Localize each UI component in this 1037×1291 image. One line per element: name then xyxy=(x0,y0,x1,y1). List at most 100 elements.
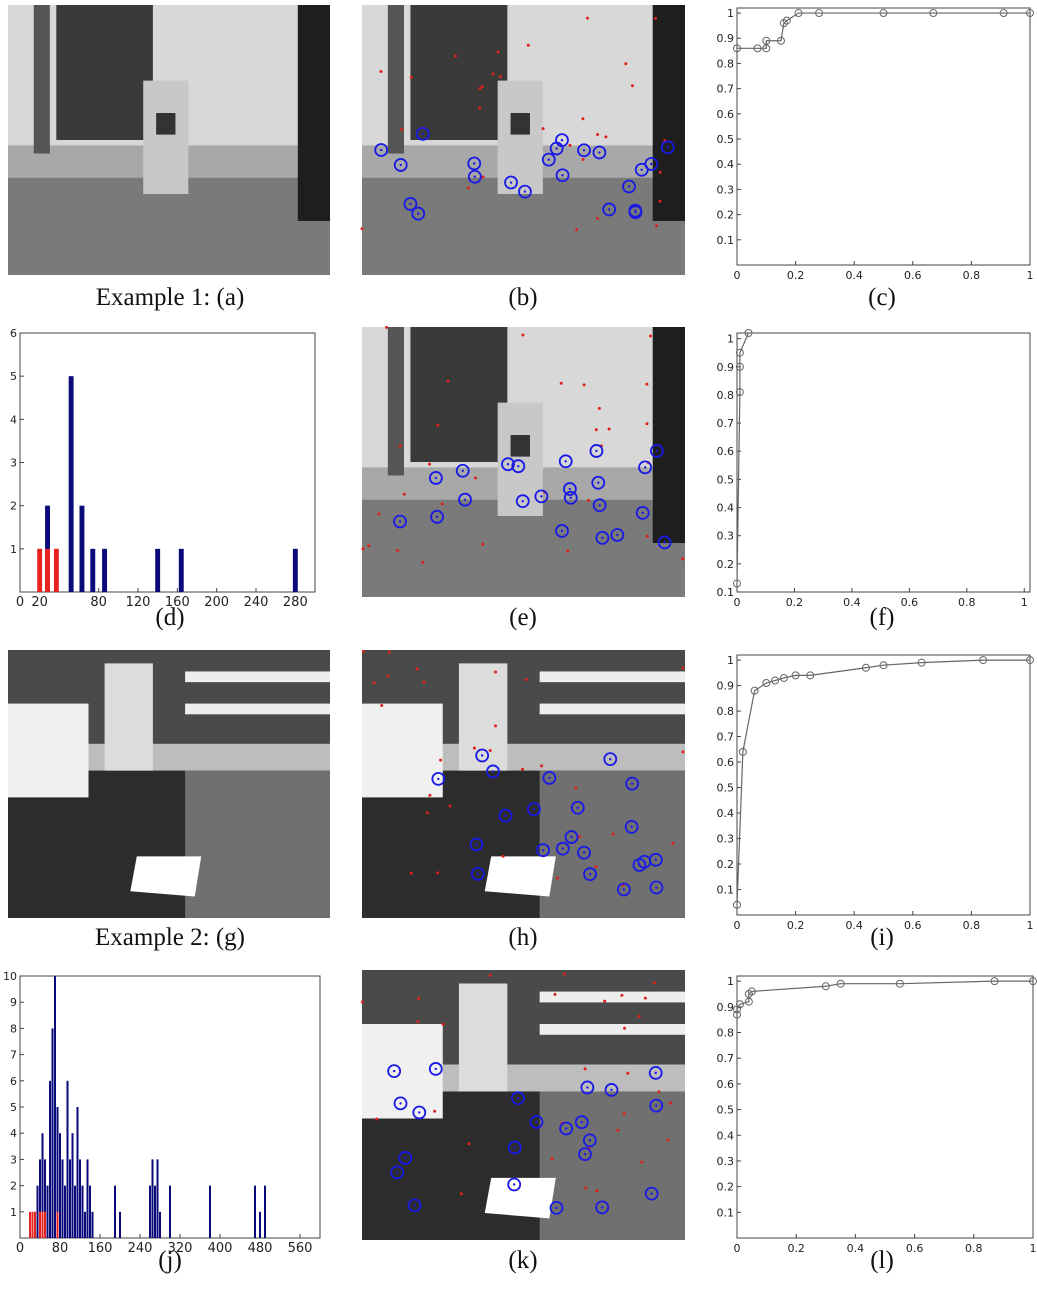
x-tick-label: 160 xyxy=(165,595,190,610)
y-tick-label: 1 xyxy=(727,7,734,20)
bar xyxy=(39,1159,41,1238)
photo xyxy=(361,649,685,918)
curve-marker xyxy=(821,982,830,991)
feature-point xyxy=(541,127,545,131)
feature-point xyxy=(585,16,589,20)
matched-point xyxy=(558,454,573,469)
computer-case xyxy=(143,80,189,194)
y-tick-label: 0.3 xyxy=(717,530,735,543)
computer-slot xyxy=(156,113,176,135)
caption: (l) xyxy=(870,1247,894,1274)
matched-point xyxy=(374,143,389,157)
feature-point xyxy=(402,492,406,496)
matched-point xyxy=(549,1200,564,1215)
feature-point xyxy=(584,1186,588,1190)
y-tick-label: 10 xyxy=(3,970,17,983)
matched-point xyxy=(458,492,472,507)
matched-point xyxy=(644,1186,659,1201)
matched-point xyxy=(638,460,653,475)
matched-point-center xyxy=(398,520,402,523)
matched-point-center xyxy=(506,462,510,466)
matched-point xyxy=(559,1121,574,1136)
feature-point xyxy=(459,1192,463,1196)
y-tick-label: 0.8 xyxy=(717,57,735,70)
matched-point xyxy=(589,444,604,458)
y-tick-label: 4 xyxy=(10,1127,17,1140)
bar xyxy=(54,976,56,1238)
door xyxy=(56,5,153,140)
matched-point-center xyxy=(535,1120,538,1124)
y-tick-label: 3 xyxy=(10,457,17,470)
feature-point xyxy=(478,106,482,110)
x-tick-label: 560 xyxy=(288,1241,313,1256)
matched-point-center xyxy=(395,1171,399,1174)
feature-point xyxy=(555,876,559,880)
caption: (h) xyxy=(508,924,537,951)
bar xyxy=(39,1211,41,1238)
matched-point-center xyxy=(655,449,659,453)
x-tick-label: 240 xyxy=(128,1241,153,1256)
matched-point xyxy=(511,459,526,474)
matched-point-center xyxy=(517,464,520,468)
curve-marker xyxy=(771,676,780,685)
computer-slot xyxy=(510,113,530,135)
feature-point xyxy=(481,175,485,179)
matched-point xyxy=(625,776,640,791)
feature-point xyxy=(521,333,525,337)
feature-point xyxy=(655,224,659,228)
x-tick-label: 0.4 xyxy=(845,269,863,282)
feature-point xyxy=(472,746,476,750)
matched-point-center xyxy=(418,1111,421,1114)
feature-point xyxy=(553,992,557,996)
x-tick-label: 0 xyxy=(16,595,24,610)
plot-frame xyxy=(736,654,1031,916)
bar xyxy=(89,1185,91,1238)
shelf xyxy=(539,1024,685,1035)
curve-marker xyxy=(929,9,938,18)
matched-point xyxy=(393,1096,408,1111)
y-tick-label: 6 xyxy=(10,327,17,340)
matched-point xyxy=(604,1083,619,1097)
matched-point-center xyxy=(597,481,600,484)
person xyxy=(458,983,508,1092)
x-tick-label: 1 xyxy=(1021,596,1028,609)
matched-point xyxy=(507,1177,522,1192)
matched-point xyxy=(592,145,607,160)
matched-point xyxy=(595,530,610,545)
feature-point xyxy=(360,227,364,231)
x-tick-label: 0.8 xyxy=(963,269,981,282)
feature-point xyxy=(440,502,444,506)
y-tick-label: 9 xyxy=(10,996,17,1009)
bar xyxy=(41,1133,44,1238)
x-tick-label: 1 xyxy=(1030,1242,1037,1255)
photo xyxy=(361,325,685,597)
matched-point xyxy=(469,837,484,852)
matched-point-center xyxy=(654,858,658,862)
feature-point xyxy=(603,999,607,1003)
feature-point xyxy=(385,325,389,329)
y-tick-label: 0.5 xyxy=(717,782,735,795)
feature-point xyxy=(648,334,652,338)
wall-shadow xyxy=(297,5,330,221)
feature-point xyxy=(360,1000,364,1004)
matched-point xyxy=(430,509,444,524)
plot-frame xyxy=(736,332,1031,593)
x-tick-label: 0.8 xyxy=(965,1242,983,1255)
matched-point-center xyxy=(627,185,631,188)
bar xyxy=(31,1211,34,1238)
bar xyxy=(102,548,108,592)
matched-point-center xyxy=(616,533,619,537)
matched-point xyxy=(486,764,500,779)
x-tick-label: 1 xyxy=(1027,919,1034,932)
curve-marker xyxy=(806,671,815,680)
x-tick-label: 0.2 xyxy=(787,269,805,282)
plot-frame xyxy=(736,975,1034,1239)
bar xyxy=(44,1159,46,1238)
x-tick-label: 0.6 xyxy=(904,269,922,282)
plot: 0 80 160 240 320 400 480 560 1 2 3 4 5 6 7 8 9 10 xyxy=(3,970,321,1256)
y-tick-label: 1 xyxy=(10,543,17,556)
x-tick-label: 400 xyxy=(208,1241,233,1256)
x-tick-label: 0 xyxy=(734,1242,741,1255)
y-tick-label: 0.6 xyxy=(717,108,735,121)
matched-point-center xyxy=(580,1120,583,1124)
